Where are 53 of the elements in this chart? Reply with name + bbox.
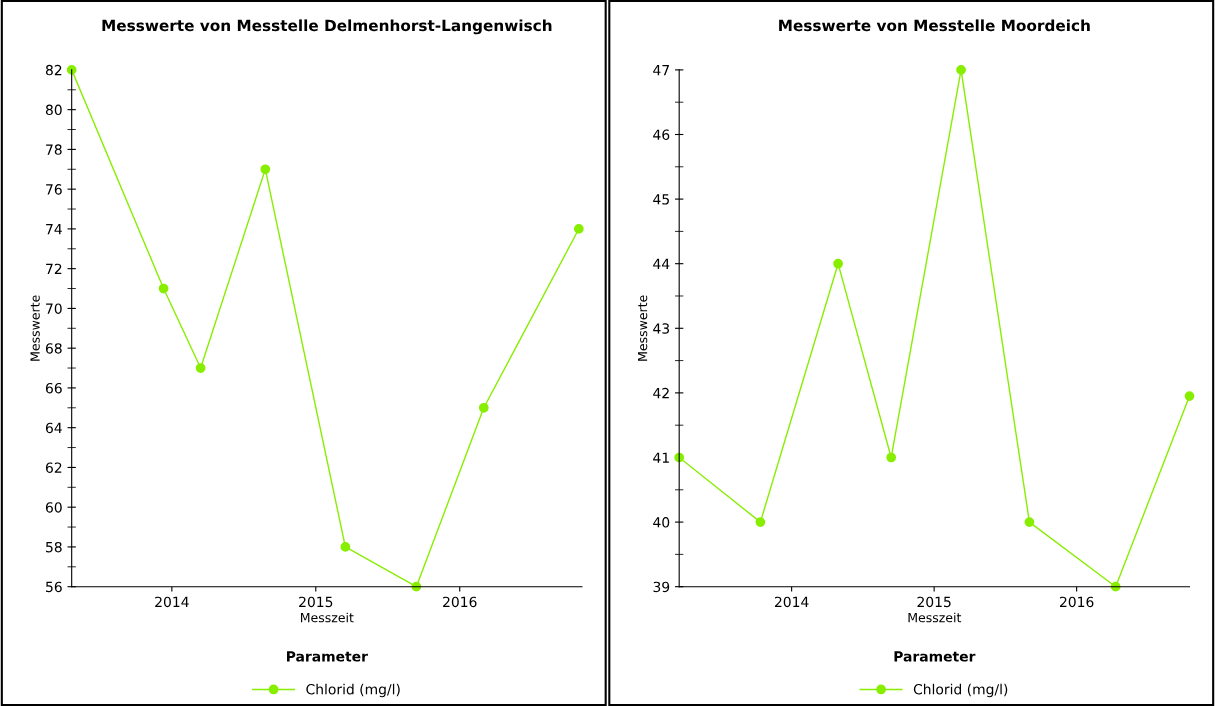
y-tick-label: 68 bbox=[45, 343, 62, 354]
chart-title: Messwerte von Messtelle Delmenhorst-Langenwisch bbox=[102, 19, 552, 35]
x-tick-label: 2016 bbox=[443, 596, 477, 608]
y-tick-label: 41 bbox=[653, 452, 669, 463]
legend-title: Parameter bbox=[287, 651, 368, 662]
legend-title: Parameter bbox=[894, 651, 976, 662]
point bbox=[1184, 391, 1195, 401]
y-tick-label: 64 bbox=[45, 422, 62, 434]
point bbox=[478, 402, 489, 413]
point bbox=[158, 283, 169, 294]
y-tick-label: 39 bbox=[653, 581, 670, 593]
point bbox=[1024, 517, 1035, 527]
y-tick-label: 70 bbox=[46, 303, 62, 314]
x-tick-label: 2014 bbox=[774, 596, 809, 608]
y-tick-label: 56 bbox=[46, 581, 62, 593]
x-tick-label: 2014 bbox=[155, 596, 189, 608]
y-tick-label: 60 bbox=[45, 502, 62, 513]
point bbox=[66, 65, 77, 75]
x-tick-label: 2016 bbox=[1059, 596, 1094, 608]
y-tick-label: 40 bbox=[653, 517, 670, 528]
point bbox=[674, 452, 685, 463]
y-tick-label: 58 bbox=[46, 541, 62, 553]
y-tick-label: 42 bbox=[653, 387, 669, 399]
y-tick-label: 74 bbox=[46, 224, 62, 235]
point bbox=[573, 224, 584, 234]
legend-label: Chlorid (mg/l) bbox=[306, 683, 400, 698]
chart-title: Messwerte von Messtelle Moordeich bbox=[779, 19, 1090, 32]
y-tick-label: 76 bbox=[46, 184, 62, 195]
y-tick-label: 66 bbox=[45, 382, 62, 394]
y-tick-label: 72 bbox=[46, 263, 62, 274]
point bbox=[956, 65, 966, 75]
y-tick-label: 45 bbox=[653, 194, 669, 205]
y-tick-label: 47 bbox=[653, 65, 669, 76]
y-tick-label: 46 bbox=[653, 129, 670, 140]
point bbox=[833, 258, 843, 269]
x-axis-title: Messzeit bbox=[301, 612, 354, 623]
point bbox=[886, 452, 897, 463]
x-tick-label: 2015 bbox=[917, 596, 951, 608]
legend-label: Chlorid (mg/l) bbox=[913, 683, 1008, 698]
point bbox=[340, 542, 351, 552]
y-axis-title: Messwerte bbox=[30, 295, 40, 361]
y-tick-label: 43 bbox=[653, 323, 670, 334]
point bbox=[260, 164, 271, 175]
y-tick-label: 80 bbox=[45, 104, 62, 116]
y-tick-label: 82 bbox=[45, 64, 62, 76]
point bbox=[755, 517, 766, 527]
y-tick-label: 62 bbox=[45, 462, 62, 473]
y-tick-label: 44 bbox=[653, 258, 670, 269]
point bbox=[195, 363, 206, 373]
y-tick-label: 78 bbox=[46, 144, 62, 155]
y-axis-title: Messwerte bbox=[637, 295, 648, 361]
x-axis-title: Messzeit bbox=[908, 612, 962, 623]
x-tick-label: 2015 bbox=[299, 596, 333, 608]
